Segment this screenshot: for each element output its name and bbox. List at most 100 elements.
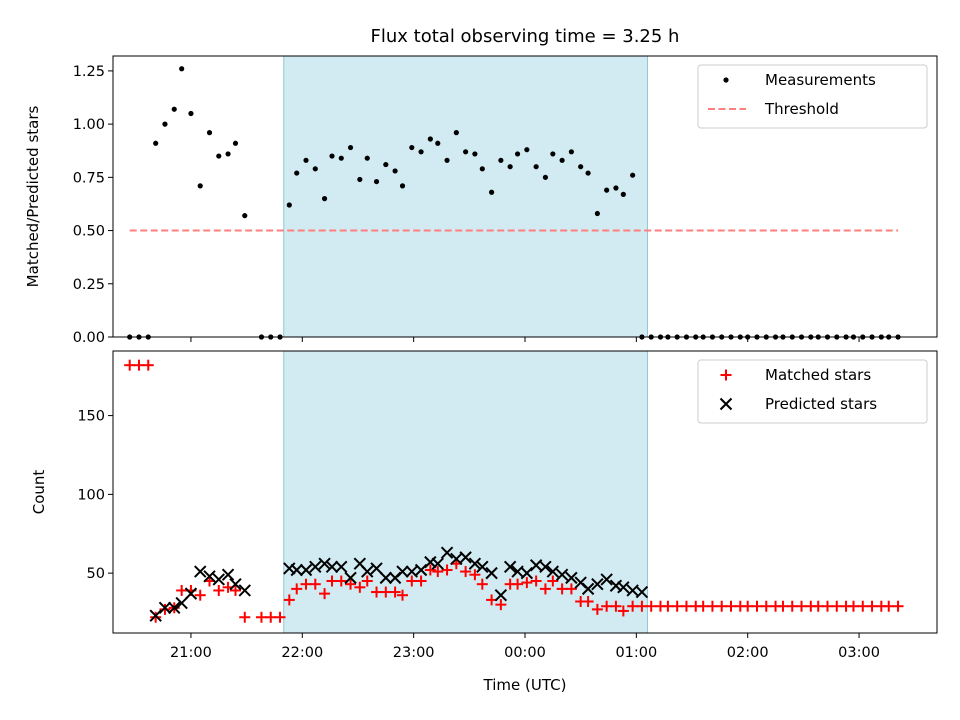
- data-point-plus: [883, 600, 895, 612]
- data-point-cross: [396, 565, 409, 578]
- data-point-dot: [153, 140, 159, 146]
- data-point-dot: [514, 151, 521, 157]
- top-observing-window-shade: [283, 55, 648, 338]
- data-point-dot: [472, 151, 478, 157]
- data-point-plus: [645, 600, 657, 612]
- data-point-dot: [392, 168, 398, 174]
- x-tick-label: 01:00: [615, 645, 657, 661]
- bottom-y-ticks: 50 100 150: [77, 409, 113, 582]
- data-point-plus: [159, 603, 171, 615]
- data-point-cross: [290, 563, 303, 577]
- data-point-dot: [542, 174, 549, 180]
- data-point-cross: [309, 560, 322, 574]
- data-point-dot: [225, 151, 231, 157]
- data-point-dot: [418, 149, 424, 155]
- data-point-dot: [444, 157, 450, 163]
- y-tick-label: 100: [77, 487, 105, 503]
- data-point-dot: [364, 155, 370, 161]
- x-tick-label: 00:00: [504, 645, 546, 661]
- legend-label-measurements: Measurements: [765, 71, 876, 89]
- data-point-plus: [133, 359, 145, 371]
- y-tick-label: 0.75: [73, 170, 105, 186]
- data-point-plus: [283, 594, 295, 606]
- data-point-plus: [822, 600, 834, 612]
- y-tick-label: 0.00: [73, 330, 105, 346]
- data-point-plus: [716, 600, 728, 612]
- data-point-plus: [786, 600, 798, 612]
- data-point-plus: [415, 575, 427, 587]
- data-point-plus: [176, 584, 188, 596]
- data-point-plus: [150, 611, 162, 623]
- data-point-plus: [812, 600, 824, 612]
- data-point-cross: [229, 577, 242, 591]
- data-point-cross: [468, 557, 482, 570]
- y-tick-label: 150: [77, 409, 105, 425]
- data-point-dot: [303, 157, 309, 163]
- data-point-dot: [312, 166, 318, 172]
- data-point-dot: [188, 110, 194, 117]
- data-point-dot: [197, 183, 203, 189]
- data-point-cross: [379, 571, 393, 585]
- legend-marker-predicted-stars: [719, 397, 733, 411]
- data-point-cross: [344, 571, 357, 585]
- data-point-cross: [565, 571, 578, 585]
- data-point-plus: [662, 600, 674, 612]
- data-point-cross: [485, 566, 498, 580]
- data-point-cross: [635, 585, 649, 599]
- data-point-plus: [319, 588, 331, 600]
- top-x-ticks: [190, 337, 860, 342]
- data-point-cross: [440, 546, 454, 559]
- data-point-cross: [283, 562, 296, 575]
- data-point-plus: [469, 569, 481, 581]
- data-point-dot: [578, 164, 584, 170]
- data-point-dot: [171, 106, 177, 112]
- data-point-cross: [459, 551, 472, 564]
- data-point-plus: [380, 586, 392, 598]
- data-point-plus: [582, 595, 594, 607]
- data-point-dot: [568, 149, 574, 155]
- bottom-x-ticks: 21:00 22:00 23:00 00:00 01:00 02:00 03:00: [170, 633, 880, 661]
- data-point-plus: [300, 578, 312, 590]
- data-point-dot: [329, 153, 335, 159]
- data-point-dot: [604, 187, 610, 193]
- data-point-plus: [565, 583, 577, 595]
- legend-label-matched-stars: Matched stars: [765, 366, 871, 384]
- data-point-plus: [796, 600, 808, 612]
- data-point-cross: [546, 565, 560, 578]
- data-point-cross: [194, 565, 207, 578]
- data-point-cross: [221, 568, 235, 581]
- data-point-cross: [203, 570, 216, 583]
- bottom-legend: Matched stars Predicted stars: [697, 359, 928, 424]
- legend-marker-glyph: [720, 369, 732, 381]
- data-point-dot: [206, 130, 213, 136]
- legend-marker-measurements: [723, 77, 729, 83]
- data-point-plus: [495, 599, 507, 611]
- data-point-plus: [326, 575, 338, 587]
- data-point-plus: [142, 359, 154, 371]
- data-point-plus: [274, 611, 286, 623]
- data-point-plus: [831, 600, 843, 612]
- data-point-dot: [216, 153, 222, 159]
- data-point-plus: [213, 584, 225, 596]
- data-point-plus: [361, 575, 373, 587]
- data-point-plus: [354, 581, 366, 593]
- bottom-observing-window-shade: [283, 350, 648, 634]
- y-tick-label: 50: [87, 566, 105, 582]
- data-point-dot: [383, 161, 389, 168]
- data-point-dot: [594, 210, 600, 217]
- data-point-dot: [409, 144, 415, 151]
- data-point-plus: [345, 578, 357, 590]
- x-tick-label: 03:00: [838, 645, 880, 661]
- data-point-dot: [498, 157, 504, 163]
- data-point-cross: [175, 596, 188, 610]
- y-tick-label: 0.50: [73, 224, 105, 240]
- data-point-cross: [555, 568, 569, 581]
- data-point-cross: [609, 579, 623, 592]
- data-point-cross: [581, 582, 595, 596]
- data-point-dot: [585, 170, 591, 176]
- data-point-dot: [620, 191, 626, 197]
- data-point-cross: [335, 560, 348, 574]
- data-point-dot: [162, 121, 168, 127]
- data-point-dot: [347, 144, 354, 151]
- data-point-plus: [397, 589, 409, 601]
